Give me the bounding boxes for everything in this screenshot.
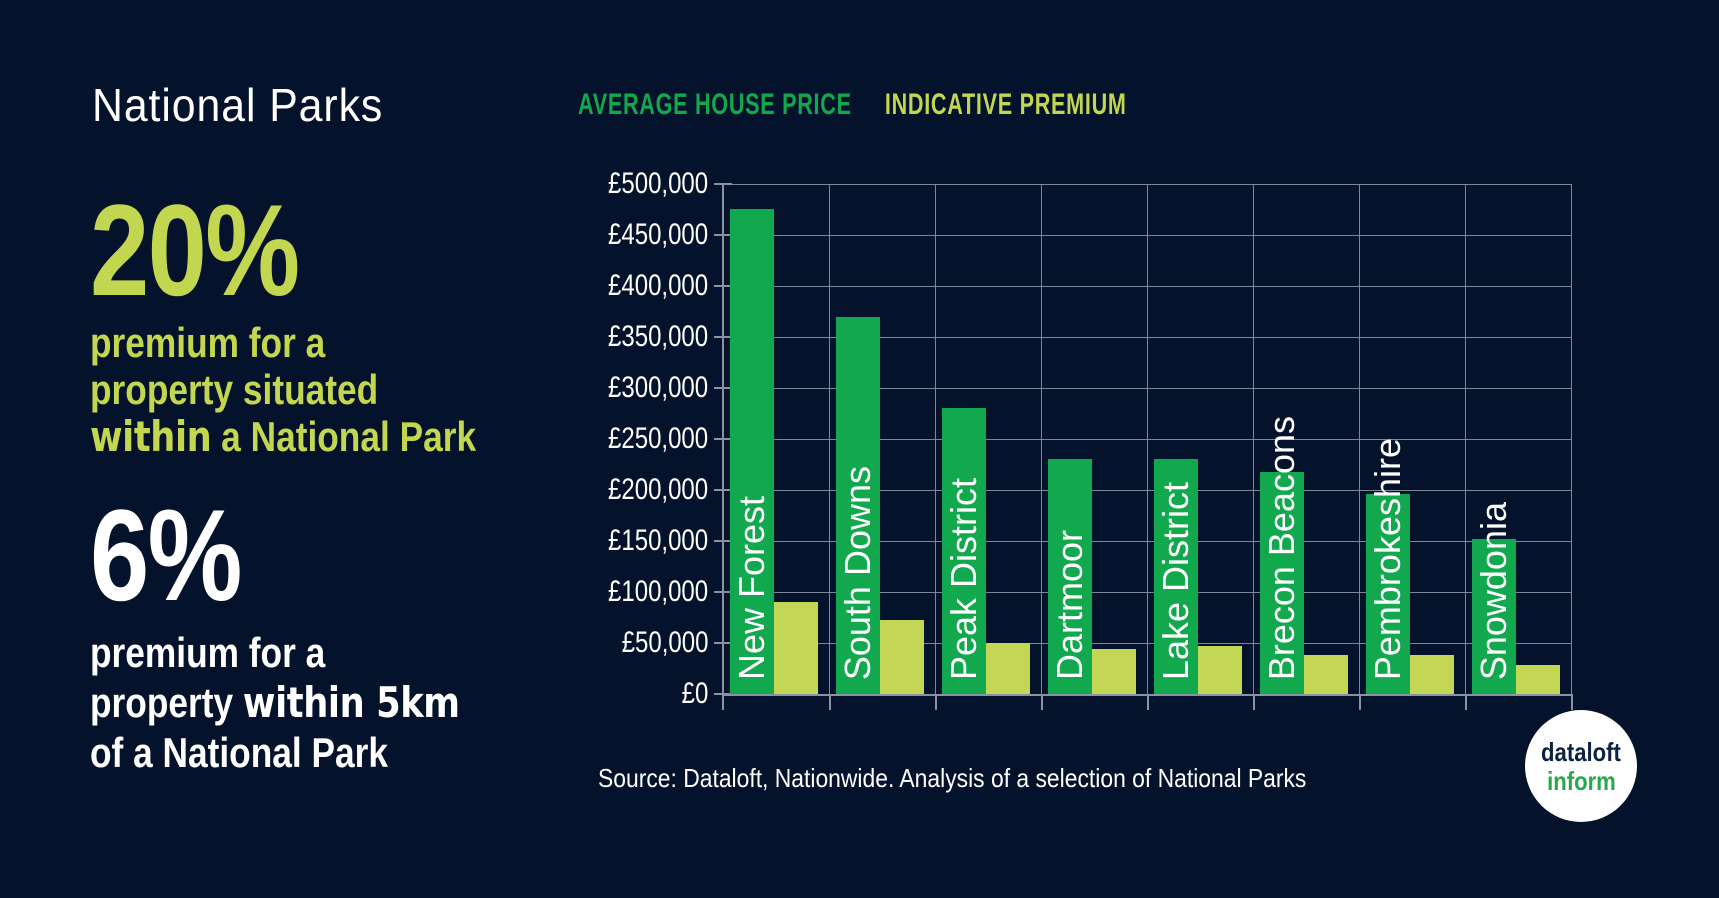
dataloft-inform-logo: dataloft inform [1525, 710, 1637, 822]
gridline [724, 388, 1572, 389]
y-axis-label: £100,000 [607, 575, 708, 608]
y-axis-label: £250,000 [607, 422, 708, 455]
y-axis-tick [714, 642, 732, 644]
bar-category-label: Dartmoor [1049, 529, 1090, 680]
y-axis-label: £150,000 [607, 524, 708, 557]
stat-within-line3: within a National Park [90, 413, 476, 460]
y-axis-label: £50,000 [621, 626, 708, 659]
y-axis-labels: £0 £50,000 £100,000 £150,000 £200,000 £250,00… [420, 0, 708, 898]
stat-within-line1: premium for a [90, 319, 326, 366]
premium-bar [1516, 665, 1560, 694]
premium-bar [880, 620, 924, 694]
y-axis-label: £300,000 [607, 371, 708, 404]
gridline [1571, 184, 1572, 694]
stat-within-line2: property situated [90, 366, 379, 413]
stat-within-line3-heavy: within [90, 412, 212, 461]
gridline [1465, 184, 1466, 694]
x-axis-tick [722, 694, 724, 710]
x-axis-tick [1147, 694, 1149, 710]
y-axis-tick [714, 387, 732, 389]
gridline [724, 337, 1572, 338]
y-axis-tick [714, 234, 732, 236]
bar-category-label: Snowdonia [1473, 501, 1514, 680]
y-axis-tick [714, 438, 732, 440]
y-axis-tick [714, 183, 732, 185]
stat-near-value: 6% [90, 482, 242, 628]
bar-category-label: Peak District [943, 477, 984, 680]
logo-inform-text: inform [1546, 765, 1616, 796]
y-axis-tick [714, 591, 732, 593]
stat-near-national-park: 6% premium for a property within 5km of … [90, 490, 530, 778]
premium-bar [1410, 655, 1454, 694]
average-price-bar [836, 317, 880, 694]
y-axis-label: £450,000 [607, 218, 708, 251]
plot-area: New Forest South Downs Peak District Dartmo… [714, 183, 1573, 710]
gridline [724, 286, 1572, 287]
x-axis-tick [829, 694, 831, 710]
infographic-title: National Parks [92, 79, 384, 131]
average-price-bar [1366, 494, 1410, 694]
stat-within-value: 20% [90, 177, 300, 323]
stat-near-description: premium for a property within 5km of a N… [90, 628, 460, 778]
premium-bar [774, 602, 818, 694]
y-axis-label: £500,000 [607, 167, 708, 200]
gridline [724, 490, 1572, 491]
gridline [724, 592, 1572, 593]
average-price-bar [1260, 472, 1304, 694]
gridline [724, 541, 1572, 542]
y-axis-label: £0 [681, 677, 708, 710]
bar-category-label: New Forest [731, 495, 772, 680]
gridline [829, 184, 830, 694]
average-price-bar [1472, 539, 1516, 694]
stat-near-line2-pre: property [90, 679, 243, 726]
y-axis-tick [714, 336, 732, 338]
x-axis-tick [935, 694, 937, 710]
gridline [935, 184, 936, 694]
stat-near-line2: property within 5km [90, 678, 460, 728]
average-price-bar [730, 209, 774, 694]
gridline [1359, 184, 1360, 694]
average-price-bar [1154, 459, 1198, 694]
average-price-bar [942, 408, 986, 694]
stat-within-description: premium for a property situated within a… [90, 319, 476, 460]
bar-category-label: South Downs [837, 465, 878, 680]
y-axis-tick [714, 285, 732, 287]
stat-within-line3-rest: a National Park [211, 413, 477, 460]
gridline [1041, 184, 1042, 694]
x-axis-tick [1359, 694, 1361, 710]
legend-indicative-premium: INDICATIVE PREMIUM [884, 88, 1127, 121]
y-axis-label: £400,000 [607, 269, 708, 302]
gridline [724, 184, 1572, 185]
premium-bar [1092, 649, 1136, 694]
x-axis-tick [1041, 694, 1043, 710]
y-axis-tick [714, 489, 732, 491]
gridline [724, 643, 1572, 644]
bar-category-label: Lake District [1155, 481, 1196, 680]
y-axis-label: £350,000 [607, 320, 708, 353]
gridline [724, 439, 1572, 440]
gridline [724, 235, 1572, 236]
premium-bar [986, 643, 1030, 694]
logo-dataloft-text: dataloft [1541, 736, 1621, 767]
chart-legend: AVERAGE HOUSE PRICE INDICATIVE PREMIUM [578, 88, 1127, 122]
source-note: Source: Dataloft, Nationwide. Analysis o… [598, 763, 1307, 793]
stat-within-national-park: 20% premium for a property situated with… [90, 185, 550, 460]
x-axis-tick [1465, 694, 1467, 710]
stat-near-line1: premium for a [90, 629, 326, 676]
gridline [1253, 184, 1254, 694]
x-axis-tick [1253, 694, 1255, 710]
bar-category-label: Pembrokeshire [1367, 437, 1408, 680]
y-axis-tick [714, 540, 732, 542]
legend-average-house-price: AVERAGE HOUSE PRICE [578, 88, 852, 121]
premium-bar [1304, 655, 1348, 694]
stat-near-line3: of a National Park [90, 729, 389, 776]
stat-near-line2-heavy: within 5km [242, 678, 460, 727]
average-price-bar [1048, 459, 1092, 694]
gridline [1147, 184, 1148, 694]
bar-category-label: Brecon Beacons [1261, 415, 1302, 680]
x-axis-tick [1571, 694, 1573, 710]
y-axis-label: £200,000 [607, 473, 708, 506]
premium-bar [1198, 646, 1242, 694]
